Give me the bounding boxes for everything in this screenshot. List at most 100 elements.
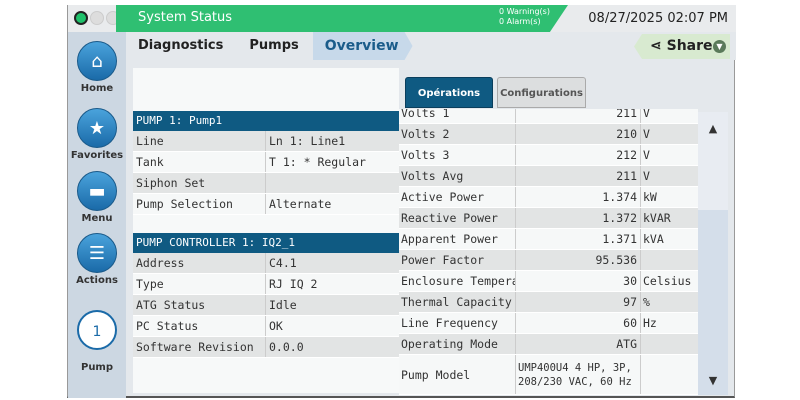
pump-header: PUMP 1: Pump1 xyxy=(133,111,399,131)
row-value: 97 xyxy=(516,292,641,312)
row-value: ATG xyxy=(516,334,641,354)
row-unit xyxy=(641,250,643,270)
row-value: 0.0.0 xyxy=(269,340,304,354)
table-row: Volts 1 211 V xyxy=(399,109,698,124)
row-label: Software Revision xyxy=(133,337,266,357)
row-label: PC Status xyxy=(133,316,266,336)
pump-info-panel: PUMP 1: Pump1 Line Ln 1: Line1 Tank T 1: * … xyxy=(133,68,399,393)
table-row: ATG Status Idle xyxy=(133,295,399,316)
sidebar-item-actions[interactable]: ☰ Actions xyxy=(68,233,126,286)
row-label: Siphon Set xyxy=(133,173,266,193)
star-icon: ★ xyxy=(77,108,117,148)
row-value: RJ IQ 2 xyxy=(269,277,318,291)
row-unit: Celsius xyxy=(643,274,692,288)
scroll-thumb[interactable] xyxy=(698,210,728,395)
row-label: Pump Selection xyxy=(133,194,266,214)
table-row: Volts 3 212 V xyxy=(399,145,698,166)
favorites-label: Favorites xyxy=(70,150,124,161)
table-row: Line Ln 1: Line1 xyxy=(133,131,399,152)
share-button[interactable]: ⋖ Share ▼ xyxy=(634,34,730,59)
table-row: PC Status OK xyxy=(133,316,399,337)
scroll-down-icon[interactable]: ▼ xyxy=(708,374,718,387)
sidebar-item-favorites[interactable]: ★ Favorites xyxy=(68,108,126,161)
pump-badge: 1 xyxy=(77,310,117,350)
row-value: 1.372 xyxy=(516,208,641,228)
row-value: Idle xyxy=(269,298,297,312)
row-label: Volts 3 xyxy=(399,145,516,165)
row-value: 30 xyxy=(516,271,641,291)
row-value: 60 xyxy=(516,313,641,333)
home-label: Home xyxy=(80,83,114,94)
system-status-bar[interactable]: System Status 0 Warning(s) 0 Alarm(s) xyxy=(116,5,568,32)
actions-icon: ☰ xyxy=(77,233,117,273)
row-value: UMP400U4 4 HP, 3P, 208/230 VAC, 60 Hz xyxy=(516,355,641,394)
tab-configurations[interactable]: Configurations xyxy=(497,77,586,108)
chevron-down-icon: ▼ xyxy=(713,40,726,53)
tab-operations[interactable]: Opérations xyxy=(405,77,493,108)
row-value: 210 xyxy=(516,124,641,144)
row-unit: V xyxy=(643,148,650,162)
table-row: Operating Mode ATG xyxy=(399,334,698,355)
green-light-icon xyxy=(74,11,88,25)
menu-label: Menu xyxy=(81,213,113,224)
menu-icon: ▬ xyxy=(77,171,117,211)
table-row: Address C4.1 xyxy=(133,253,399,274)
row-unit: V xyxy=(643,109,650,120)
table-row: Reactive Power 1.372 kVAR xyxy=(399,208,698,229)
row-label: Line Frequency xyxy=(399,313,516,333)
sidebar-item-menu[interactable]: ▬ Menu xyxy=(68,171,126,224)
row-label: Active Power xyxy=(399,187,516,207)
row-unit: kVAR xyxy=(643,211,671,225)
scroll-up-icon[interactable]: ▲ xyxy=(708,122,718,135)
row-unit: V xyxy=(643,127,650,141)
home-icon: ⌂ xyxy=(77,41,117,81)
row-value: 1.371 xyxy=(516,229,641,249)
table-row: Apparent Power 1.371 kVA xyxy=(399,229,698,250)
scrollbar[interactable]: ▲ ▼ xyxy=(698,112,728,395)
row-value: 1.374 xyxy=(516,187,641,207)
breadcrumb-diagnostics[interactable]: Diagnostics xyxy=(138,38,224,53)
table-row: Volts Avg 211 V xyxy=(399,166,698,187)
breadcrumb-overview[interactable]: Overview xyxy=(313,32,413,60)
row-value: Ln 1: Line1 xyxy=(269,134,346,148)
row-unit: kVA xyxy=(643,232,664,246)
table-row: Thermal Capacity 97% xyxy=(399,292,698,313)
row-unit: V xyxy=(643,169,650,183)
pump-label: Pump xyxy=(80,362,114,373)
row-label: Volts Avg xyxy=(399,166,516,186)
row-value: T 1: * Regular xyxy=(269,155,366,169)
row-label: Volts 1 xyxy=(399,109,516,123)
row-label: Line xyxy=(133,131,266,151)
row-value: Alternate xyxy=(269,197,332,211)
yellow-light-icon xyxy=(90,11,104,25)
warning-count: 0 Warning(s) xyxy=(499,7,550,16)
row-unit: % xyxy=(643,295,650,309)
screen: System Status 0 Warning(s) 0 Alarm(s) 08/… xyxy=(67,5,736,398)
sidebar: ⌂ Home ★ Favorites ▬ Menu ☰ Actions 1 Pump xyxy=(68,32,126,398)
datetime: 08/27/2025 02:07 PM xyxy=(588,11,728,26)
status-title: System Status xyxy=(138,10,233,25)
table-row: Type RJ IQ 2 xyxy=(133,274,399,295)
table-row: Active Power 1.374 kW xyxy=(399,187,698,208)
table-row: Software Revision 0.0.0 xyxy=(133,337,399,358)
table-row: Siphon Set xyxy=(133,173,399,194)
row-value: 212 xyxy=(516,145,641,165)
sidebar-item-pump[interactable]: 1 Pump xyxy=(68,310,126,373)
status-lights xyxy=(74,11,120,25)
operations-table: Volts 1 211 V Volts 2 210 V Volts 3 212 V Volts A… xyxy=(399,109,698,395)
actions-label: Actions xyxy=(76,275,118,286)
sidebar-item-home[interactable]: ⌂ Home xyxy=(68,41,126,94)
breadcrumb-pumps[interactable]: Pumps xyxy=(249,38,299,53)
row-label: Enclosure Temperature xyxy=(399,271,516,291)
row-label: Tank xyxy=(133,152,266,172)
table-row: Pump Selection Alternate xyxy=(133,194,399,215)
controller-header: PUMP CONTROLLER 1: IQ2_1 xyxy=(133,233,399,253)
table-row: Pump Model UMP400U4 4 HP, 3P, 208/230 VAC… xyxy=(399,355,698,395)
table-row: Power Factor 95.536 xyxy=(399,250,698,271)
row-value xyxy=(266,173,269,193)
row-unit xyxy=(641,334,643,354)
row-value: 95.536 xyxy=(516,250,641,270)
row-unit: kW xyxy=(643,190,657,204)
row-label: Apparent Power xyxy=(399,229,516,249)
row-value: 211 xyxy=(516,166,641,186)
